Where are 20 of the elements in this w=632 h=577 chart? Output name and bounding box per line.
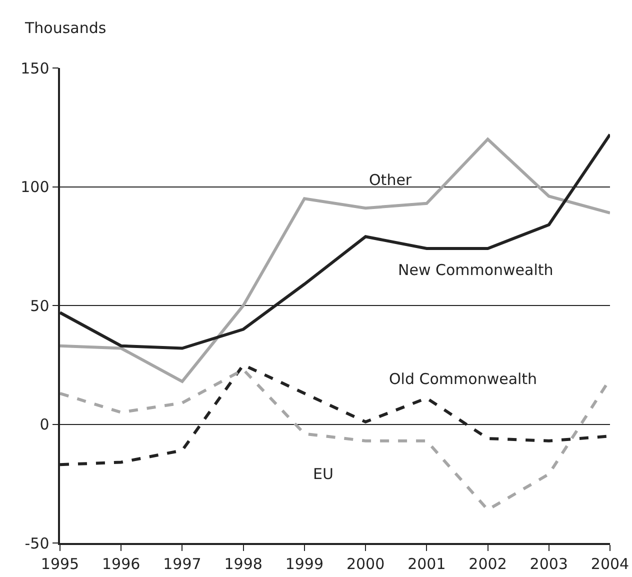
series-label: Other — [369, 171, 412, 189]
series-label: New Commonwealth — [398, 261, 554, 279]
x-tick-label: 1997 — [163, 554, 202, 573]
y-tick-label: 100 — [20, 178, 50, 196]
x-tick-label: 1998 — [224, 554, 262, 573]
x-tick-label: 1999 — [285, 554, 324, 573]
x-tick-label: 1996 — [102, 554, 140, 573]
x-tick-label: 2001 — [408, 554, 446, 573]
y-tick-label: 150 — [20, 59, 50, 78]
y-tick-label: 0 — [40, 416, 50, 434]
y-axis-title: Thousands — [24, 19, 106, 37]
x-tick-label: 2000 — [346, 554, 385, 573]
y-tick-label: -50 — [24, 534, 50, 552]
x-tick-label: 2002 — [468, 554, 507, 573]
series-label: Old Commonwealth — [389, 370, 538, 388]
x-tick-label: 2004 — [590, 554, 630, 573]
y-tick-label: 50 — [30, 296, 50, 315]
x-tick-label: 2003 — [530, 554, 568, 573]
series-label: EU — [313, 465, 334, 483]
x-tick-label: 1995 — [40, 554, 80, 573]
